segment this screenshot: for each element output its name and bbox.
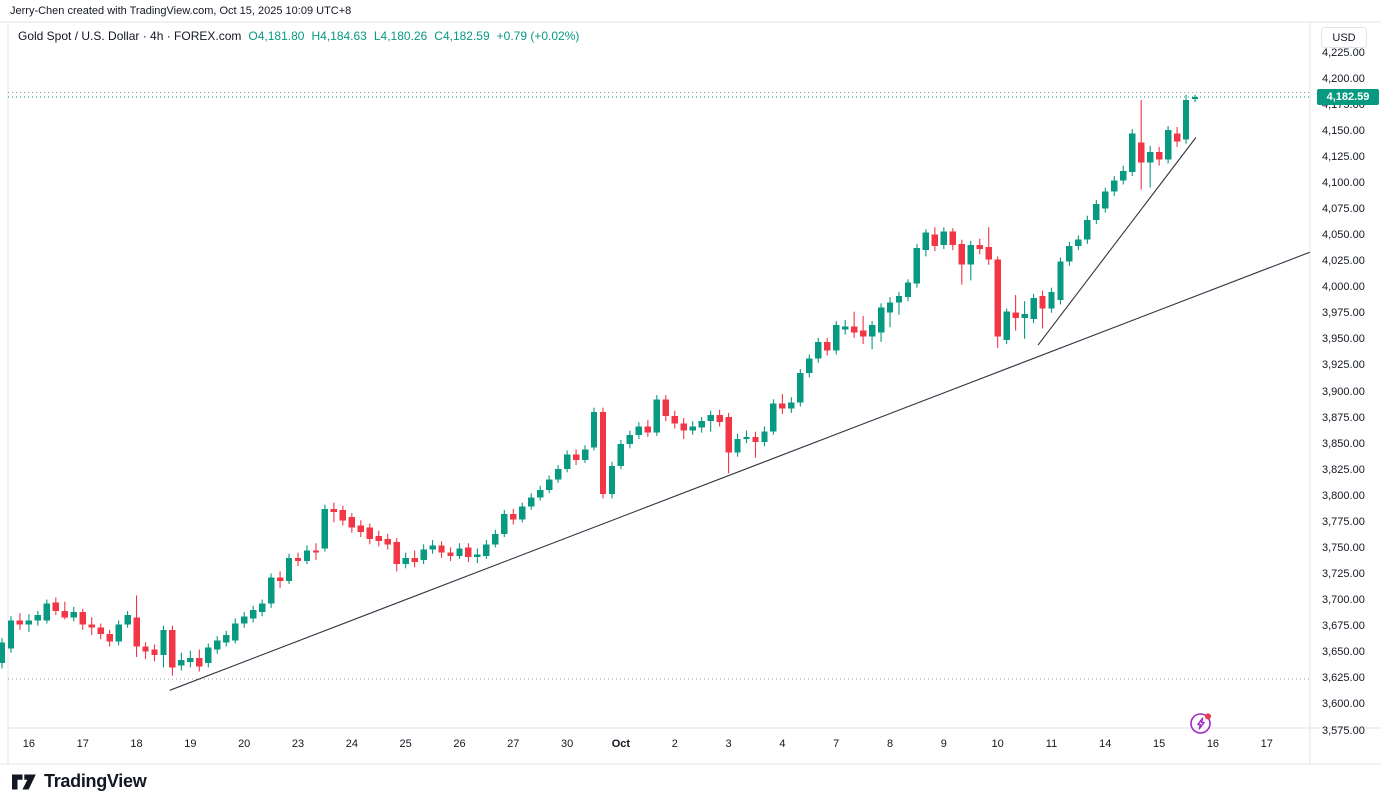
time-axis-label: 26 [453,738,466,750]
time-axis-label: 20 [238,738,251,750]
price-axis-label: 4,075.00 [1322,202,1365,215]
tradingview-logo-text: TradingView [44,771,147,791]
price-axis-label: 3,750.00 [1322,541,1365,554]
price-axis-label: 4,125.00 [1322,150,1365,163]
price-axis-label: 3,725.00 [1322,568,1365,581]
symbol-legend[interactable]: Gold Spot / U.S. Dollar · 4h · FOREX.com… [18,29,579,43]
time-axis-label: 10 [991,738,1004,750]
time-axis-label: 30 [560,738,574,750]
time-axis-label: 15 [1153,738,1166,750]
attribution-text: Jerry-Chen created with TradingView.com,… [10,5,352,17]
price-axis-label: 3,575.00 [1322,724,1365,737]
ohlc-high: H4,184.63 [311,29,367,43]
price-axis-label: 4,025.00 [1322,255,1365,268]
price-axis-label: 4,225.00 [1322,46,1365,59]
price-axis-label: 4,150.00 [1322,124,1365,137]
last-price-badge: 4,182.59 [1317,89,1379,106]
time-axis-label: 19 [184,738,197,750]
time-axis-label: Oct [611,738,631,750]
time-axis-label: 14 [1099,738,1112,750]
time-axis-label: 2 [671,738,678,750]
tradingview-logo-mark [12,774,36,789]
time-axis-label: 9 [940,738,947,750]
ohlc-low: L4,180.26 [373,29,428,43]
price-axis-label: 3,900.00 [1322,385,1365,398]
time-axis-label: 3 [725,738,732,750]
price-axis-label: 3,800.00 [1322,489,1365,502]
price-axis-label: 4,200.00 [1322,72,1365,85]
price-axis-label: 3,850.00 [1322,437,1365,450]
change-text: +0.79 (+0.02%) [496,29,580,43]
price-axis-label: 3,675.00 [1322,620,1365,633]
tradingview-logo[interactable]: TradingView [12,771,147,792]
time-axis-label: 17 [1260,738,1273,750]
price-axis-label: 3,825.00 [1322,463,1365,476]
symbol-title: Gold Spot / U.S. Dollar · 4h · FOREX.com [18,29,242,43]
lightning-icon [1190,713,1211,734]
price-axis-label: 3,875.00 [1322,411,1365,424]
time-axis-label: 4 [779,738,786,750]
currency-usd-button[interactable]: USD [1321,27,1367,48]
ohlc-values: O4,181.80 H4,184.63 L4,180.26 C4,182.59 [248,29,489,43]
ohlc-open: O4,181.80 [248,29,305,43]
time-axis-label: 24 [345,738,358,750]
time-axis-label: 18 [130,738,143,750]
price-axis-label: 4,100.00 [1322,176,1365,189]
time-axis-label: 16 [22,738,36,750]
price-axis-label: 3,625.00 [1322,672,1365,685]
price-axis-label: 3,975.00 [1322,307,1365,320]
time-axis-label: 16 [1206,738,1220,750]
price-axis-label: 3,775.00 [1322,515,1365,528]
time-axis-label: 11 [1045,738,1058,750]
time-axis-label: 7 [833,738,840,750]
time-axis-label: 17 [76,738,89,750]
price-axis-label: 3,600.00 [1322,698,1365,711]
price-axis-label: 4,000.00 [1322,281,1365,294]
price-axis-label: 3,925.00 [1322,359,1365,372]
lightning-flash-button[interactable] [1188,710,1214,736]
time-axis-label: 23 [291,738,305,750]
price-axis-label: 4,050.00 [1322,229,1365,242]
price-axis-label: 3,700.00 [1322,594,1365,607]
time-axis-label: 25 [399,738,412,750]
time-axis-label: 8 [886,738,894,750]
price-axis-label: 3,650.00 [1322,646,1365,659]
time-axis-label: 27 [507,738,520,750]
price-axis-label: 3,950.00 [1322,333,1365,346]
ohlc-close: C4,182.59 [434,29,490,43]
